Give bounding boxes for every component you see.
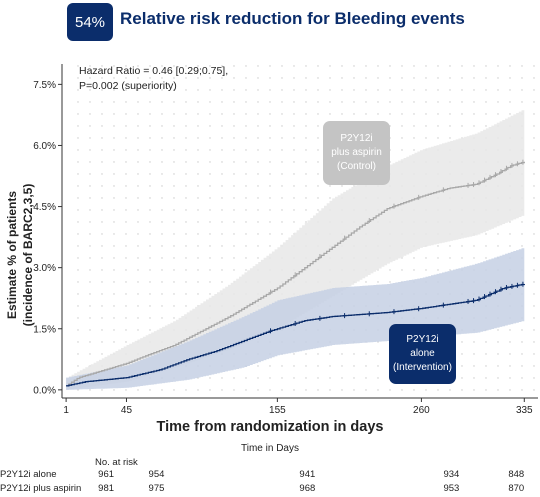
intervention-label-line1: P2Y12i [406,334,439,345]
risk-cell: 961 [98,469,115,480]
y-tick-label: 6.0% [33,141,56,152]
x-tick-label: 1 [63,405,69,416]
y-tick-label: 0.0% [33,385,56,396]
control-label-line2: plus aspirin [331,147,382,158]
km-line [66,161,525,387]
risk-cell: 954 [148,469,165,480]
risk-cell: 941 [299,469,316,480]
risk-cell: 981 [98,483,115,494]
y-tick-label: 4.5% [33,202,56,213]
intervention-label-box: P2Y12i alone (Intervention) [389,324,456,384]
y-axis-title: Estimate % of patients (incidence of BAR… [5,184,35,327]
risk-cell: 968 [299,483,316,494]
y-axis-title-line2: (incidence of BARC2,3,5) [21,184,35,327]
risk-cell: 934 [443,469,460,480]
header: 54% Relative risk reduction for Bleeding… [0,0,540,44]
x-tick-label: 335 [516,405,533,416]
risk-table-header: No. at risk [95,457,138,468]
x-tick-label: 260 [413,405,430,416]
intervention-label-line2: alone [410,348,435,359]
risk-row-control: P2Y12i plus aspirin 981 975 968 953 870 [0,483,540,497]
y-tick-label: 7.5% [33,80,56,91]
ci-bands [66,108,525,390]
survival-lines [66,159,525,387]
x-axis-title: Time from randomization in days [156,419,384,435]
control-label-line1: P2Y12i [340,133,373,144]
risk-row-label: P2Y12i alone [0,469,57,480]
y-tick-label: 3.0% [33,263,56,274]
km-line [66,283,525,387]
rrr-badge: 54% [67,3,113,41]
x-tick-label: 45 [121,405,133,416]
x-tick-label: 155 [269,405,286,416]
risk-table-time-label: Time in Days [241,443,299,454]
y-tick-label: 1.5% [33,324,56,335]
risk-row-label: P2Y12i plus aspirin [0,483,82,494]
p-value-text: P=0.002 (superiority) [79,80,177,92]
risk-cell: 870 [508,483,525,494]
chart-title: Relative risk reduction for Bleeding eve… [120,9,465,28]
risk-cell: 848 [508,469,525,480]
hazard-ratio-text: Hazard Ratio = 0.46 [0.29;0.75], [79,65,229,77]
control-label-line3: (Control) [337,161,376,172]
risk-cell: 953 [443,483,460,494]
axes: 0.0% 1.5% 3.0% 4.5% 6.0% 7.5% 1 45 155 260 335 [33,64,538,416]
risk-row-intervention: P2Y12i alone 961 954 941 934 848 [0,469,540,483]
risk-cell: 975 [148,483,165,494]
intervention-label-line3: (Intervention) [393,362,452,373]
control-label-box: P2Y12i plus aspirin (Control) [323,121,390,185]
ci-band [66,108,525,390]
y-axis-title-line1: Estimate % of patients [5,191,19,319]
km-chart: 0.0% 1.5% 3.0% 4.5% 6.0% 7.5% 1 45 155 260 335 [33,64,538,416]
ci-band [66,247,525,390]
hazard-ratio-annotation: Hazard Ratio = 0.46 [0.29;0.75], P=0.002… [79,64,228,94]
